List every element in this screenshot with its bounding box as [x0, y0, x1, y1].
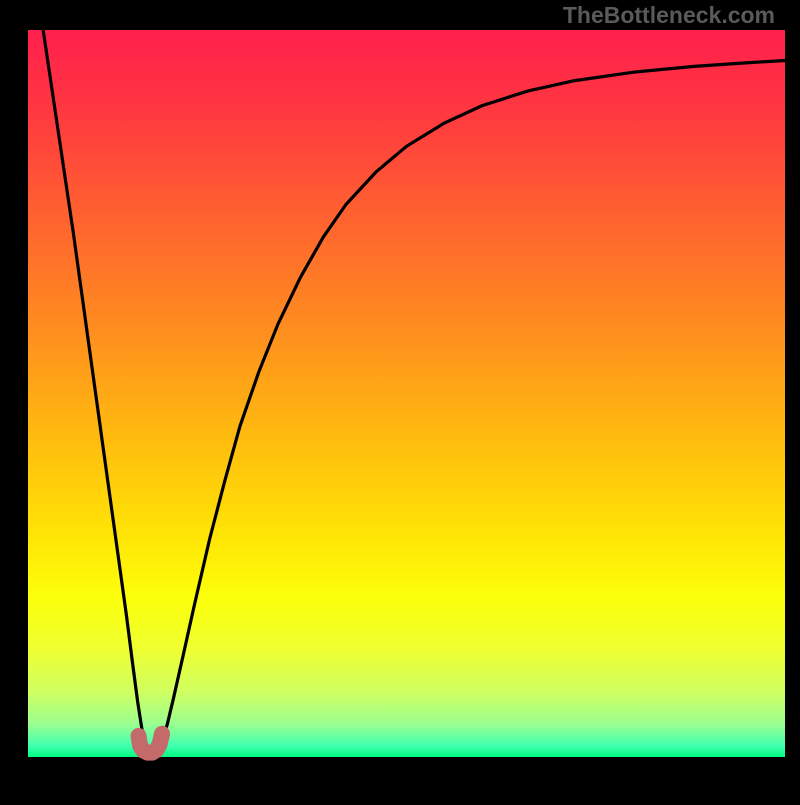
bottleneck-chart [0, 0, 800, 800]
watermark-text: TheBottleneck.com [563, 2, 775, 29]
plot-background [28, 30, 785, 757]
